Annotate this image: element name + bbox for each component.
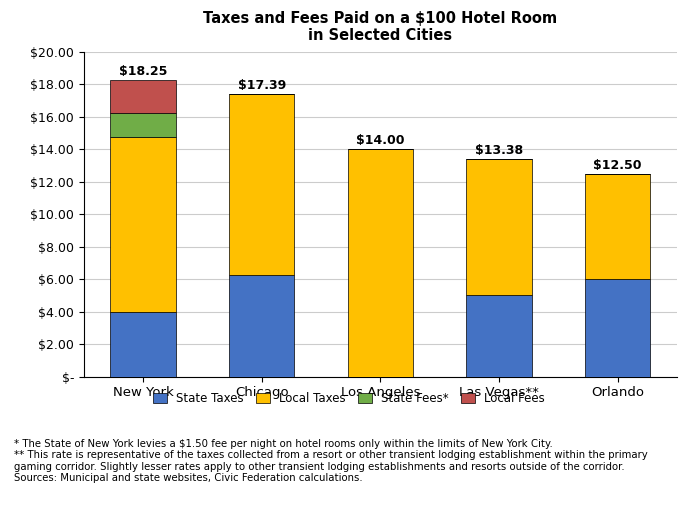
Text: $17.39: $17.39 <box>237 79 286 92</box>
Legend: State Taxes, Local Taxes, State Fees*, Local Fees: State Taxes, Local Taxes, State Fees*, L… <box>148 387 550 410</box>
Bar <box>466 295 532 377</box>
Bar <box>110 312 176 377</box>
Title: Taxes and Fees Paid on a $100 Hotel Room
in Selected Cities: Taxes and Fees Paid on a $100 Hotel Room… <box>203 11 558 43</box>
Bar <box>348 149 413 377</box>
Text: $18.25: $18.25 <box>119 65 168 78</box>
Bar <box>110 112 176 137</box>
Text: * The State of New York levies a $1.50 fee per night on hotel rooms only within : * The State of New York levies a $1.50 f… <box>14 439 648 483</box>
Bar <box>110 80 176 112</box>
Bar <box>585 279 651 377</box>
Bar <box>585 173 651 279</box>
Bar <box>466 159 532 295</box>
Bar <box>110 137 176 312</box>
Bar <box>229 275 295 377</box>
Text: $13.38: $13.38 <box>475 144 523 157</box>
Bar <box>229 94 295 275</box>
Text: $14.00: $14.00 <box>356 134 405 147</box>
Text: $12.50: $12.50 <box>593 158 642 171</box>
